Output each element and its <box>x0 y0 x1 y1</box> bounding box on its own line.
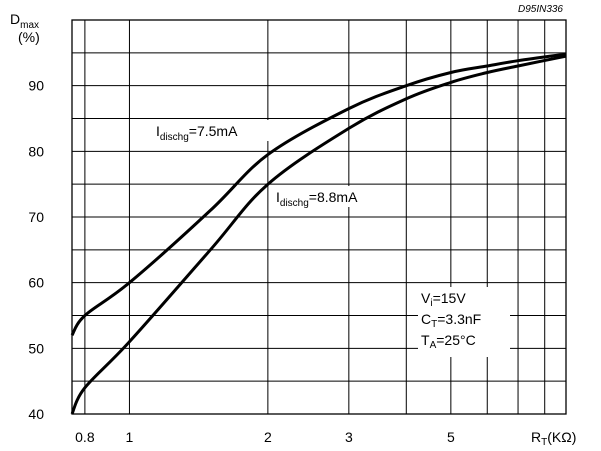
condition-ct-sub: T <box>431 319 437 330</box>
condition-ta-sub: A <box>430 340 437 351</box>
x-axis-label-sub: T <box>541 437 547 448</box>
condition-vi-sub: i <box>430 298 432 309</box>
y-tick-label: 90 <box>28 78 44 94</box>
condition-ta-rest: =25°C <box>436 332 475 348</box>
series-label-bg-2 <box>274 186 392 207</box>
series-label-7-5mA-main: I <box>156 123 160 139</box>
x-tick-label: 0.8 <box>75 429 95 445</box>
series-label-bg-1 <box>154 120 276 141</box>
x-axis-label-unit: (KΩ) <box>547 429 576 445</box>
y-tick-labels: 40 50 60 70 80 90 <box>28 78 44 422</box>
x-tick-label: 3 <box>345 429 353 445</box>
figure-code: D95IN336 <box>518 4 563 15</box>
y-tick-label: 40 <box>28 406 44 422</box>
condition-ta-main: T <box>421 332 430 348</box>
series-line-2 <box>70 54 567 415</box>
plot-frame <box>71 19 567 415</box>
conditions-bg <box>418 287 510 357</box>
series-line-1 <box>70 52 567 337</box>
y-tick-label: 50 <box>28 340 44 356</box>
y-tick-label: 80 <box>28 143 44 159</box>
y-axis-unit: (%) <box>18 29 40 45</box>
y-axis-label-sub: max <box>20 20 39 31</box>
series-group <box>70 52 567 415</box>
x-axis-label: RT(KΩ) <box>531 429 576 448</box>
y-tick-label: 60 <box>28 275 44 291</box>
series-label-7-5mA: Idischg=7.5mA <box>156 123 238 143</box>
x-tick-labels: 0.8 1 2 3 5 <box>75 429 455 445</box>
condition-vi: Vi=15V <box>421 290 466 309</box>
series-label-8-8mA: Idischg=8.8mA <box>276 189 358 209</box>
condition-ct-main: C <box>421 311 431 327</box>
condition-vi-main: V <box>421 290 431 306</box>
condition-ct-rest: =3.3nF <box>437 311 481 327</box>
series-label-8-8mA-sub: dischg <box>280 198 309 209</box>
condition-ct: CT=3.3nF <box>421 311 481 330</box>
series-label-7-5mA-rest: =7.5mA <box>189 123 238 139</box>
y-axis-label: Dmax <box>10 11 39 31</box>
condition-vi-rest: =15V <box>433 290 467 306</box>
y-tick-label: 70 <box>28 209 44 225</box>
series-label-7-5mA-sub: dischg <box>160 132 189 143</box>
series-label-8-8mA-main: I <box>276 189 280 205</box>
y-axis-label-main: D <box>10 11 20 27</box>
x-axis-label-main: R <box>531 429 541 445</box>
x-tick-label: 5 <box>447 429 455 445</box>
x-tick-label: 1 <box>126 429 134 445</box>
x-tick-label: 2 <box>264 429 272 445</box>
series-label-8-8mA-rest: =8.8mA <box>309 189 358 205</box>
condition-ta: TA=25°C <box>421 332 476 351</box>
